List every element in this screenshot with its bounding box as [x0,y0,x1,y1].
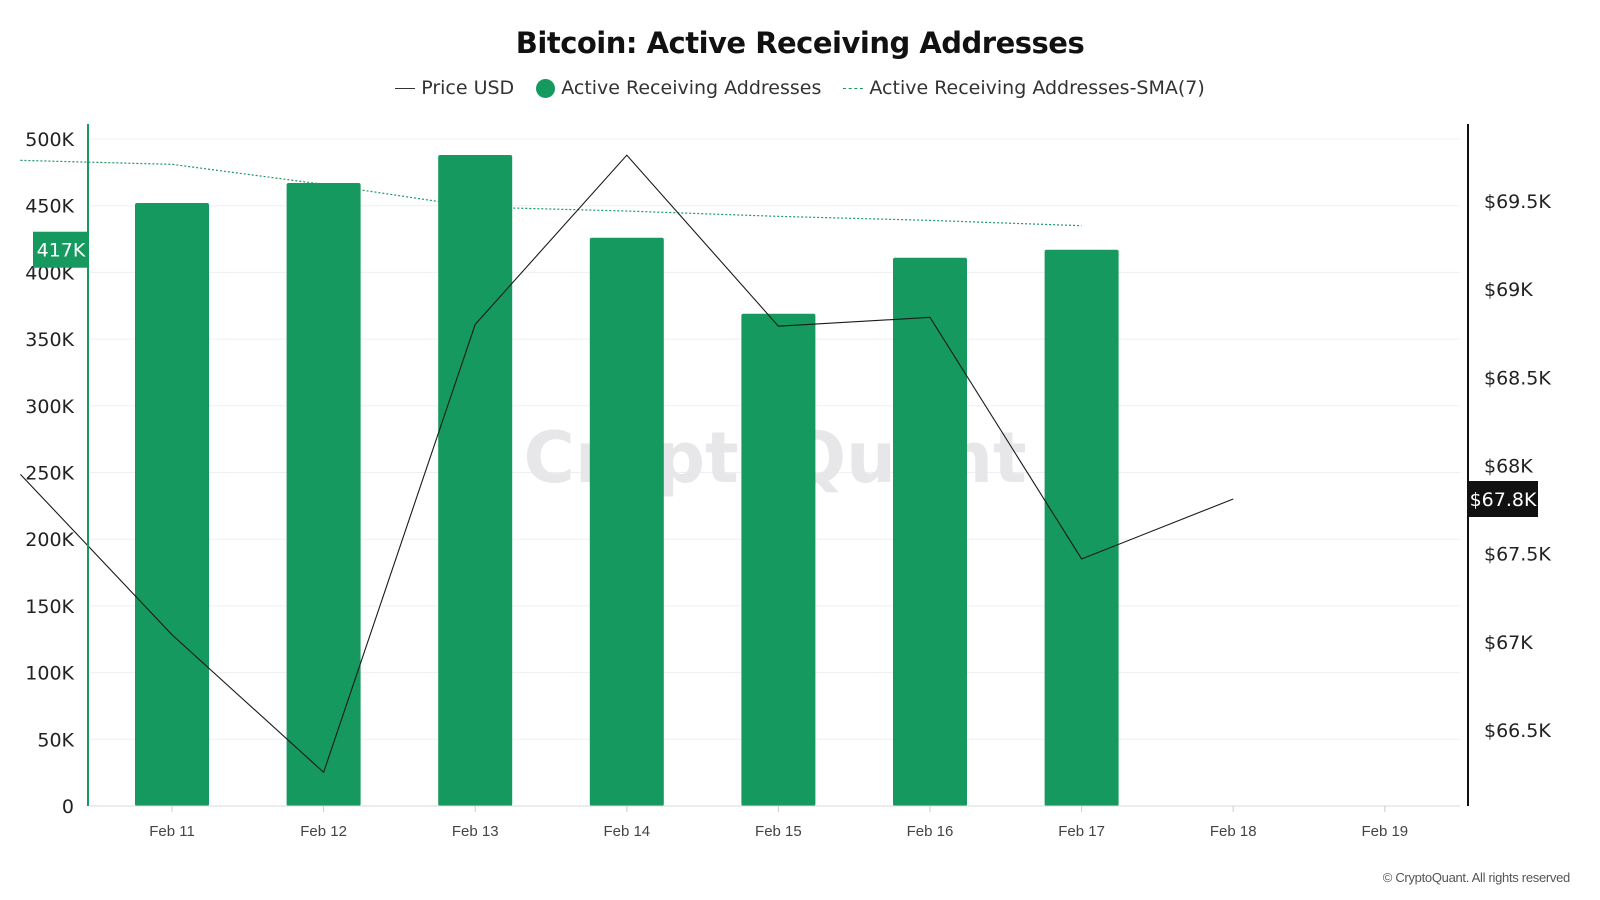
x-tick-label: Feb 19 [1361,823,1408,840]
y-right-tick-label: $68.5K [1484,367,1551,389]
y-right-tick-label: $66.5K [1484,720,1551,742]
y-left-tick-label: 400K [25,262,74,284]
x-tick-label: Feb 14 [603,823,650,840]
legend-label-sma: Active Receiving Addresses-SMA(7) [869,77,1205,99]
y-left-tick-label: 350K [25,329,74,351]
legend-label-price: Price USD [421,77,515,99]
bar[interactable] [286,183,361,807]
bar[interactable] [741,313,816,806]
bar[interactable] [135,203,209,807]
x-tick-label: Feb 16 [907,823,954,840]
bar[interactable] [438,155,513,806]
legend-label-active-receiving-addresses: Active Receiving Addresses [561,77,822,99]
x-tick-label: Feb 12 [300,823,347,840]
legend-item-price[interactable]: Price USD [395,77,514,99]
chart-title: Bitcoin: Active Receiving Addresses [515,26,1085,60]
y-left-tick-label: 250K [25,463,74,485]
y-left-tick-label: 500K [25,129,74,151]
bar[interactable] [1044,249,1119,807]
y-left-tick-label: 150K [25,596,74,618]
chart-legend: Price USD Active Receiving Addresses Act… [0,77,1600,99]
y-left-tick-label: 50K [37,729,74,751]
bar[interactable] [589,237,664,806]
x-tick-label: Feb 13 [452,823,499,840]
y-left-tick-label: 200K [25,529,74,551]
y-right-tick-label: $69K [1484,279,1533,301]
legend-dash-icon [843,87,864,89]
current-value-label-right: $67.8K [1470,489,1537,511]
y-right-tick-label: $67.5K [1484,544,1551,566]
y-left-tick-label: 100K [25,663,74,685]
y-right-tick-label: $68K [1484,456,1533,478]
x-tick-label: Feb 17 [1058,823,1105,840]
price-line[interactable] [20,154,1234,774]
legend-item-sma[interactable]: Active Receiving Addresses-SMA(7) [843,77,1205,99]
legend-line-icon [395,87,416,89]
sma-line[interactable] [20,159,1082,227]
legend-item-active-receiving-addresses[interactable]: Active Receiving Addresses [536,77,821,99]
legend-dot-icon [536,78,556,98]
x-tick-label: Feb 11 [149,823,195,840]
y-left-tick-label: 450K [25,196,74,218]
copyright-credit: © CryptoQuant. All rights reserved [1382,870,1571,885]
current-value-label-left: 417K [37,240,86,262]
current-value-tag-right [1468,481,1538,518]
y-left-tick-label: 300K [25,396,74,418]
y-right-tick-label: $69.5K [1484,191,1551,213]
x-tick-label: Feb 15 [755,823,802,840]
bar[interactable] [893,257,967,806]
y-right-tick-label: $67K [1484,632,1533,654]
current-value-tag-left [33,231,89,268]
y-left-tick-label: 0 [62,796,74,818]
x-tick-label: Feb 18 [1210,823,1257,840]
